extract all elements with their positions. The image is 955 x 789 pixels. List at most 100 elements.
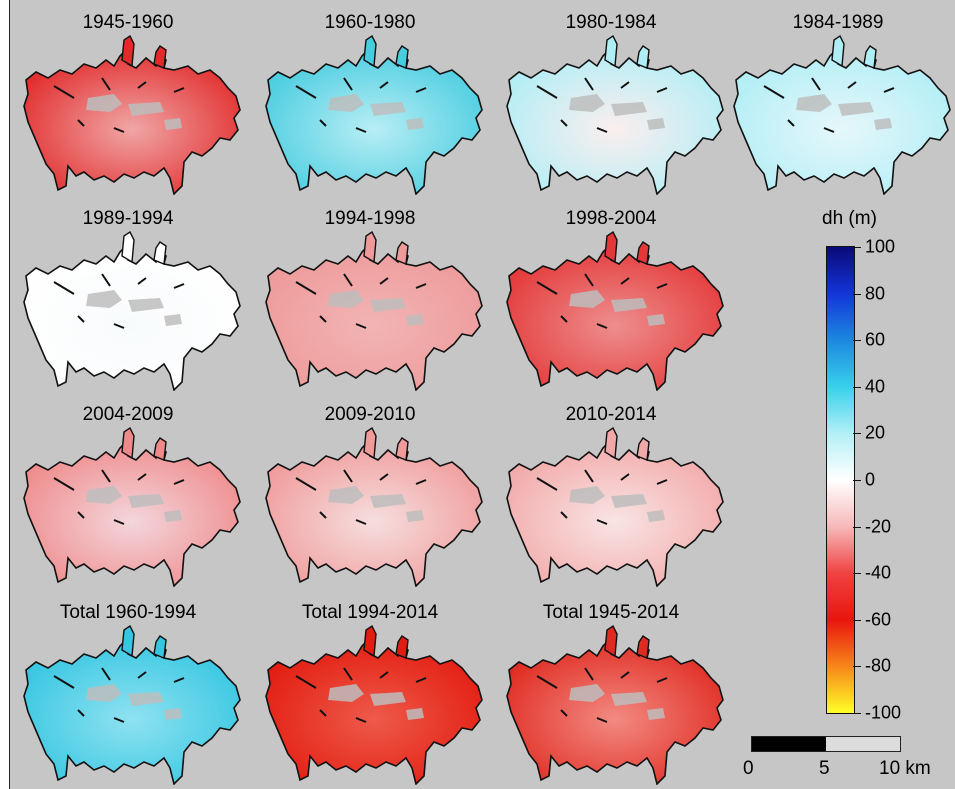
no-data-patch xyxy=(86,684,122,702)
colorbar-tick xyxy=(853,619,861,621)
panel-title: 1989-1994 xyxy=(82,208,174,229)
panel-title: 1994-1998 xyxy=(324,208,416,229)
no-data-patch xyxy=(86,486,122,504)
panel-title: 1998-2004 xyxy=(565,208,657,229)
nunatak-outline xyxy=(113,519,125,525)
nunatak-outline xyxy=(355,323,367,329)
glacier-tongue xyxy=(395,635,409,659)
glacier-map xyxy=(265,624,483,785)
glacier-body xyxy=(23,440,241,587)
colorbar-tick-label: 60 xyxy=(865,329,886,350)
nunatak-outline xyxy=(137,277,147,285)
panel-title: 2010-2014 xyxy=(565,404,657,425)
glacier-tongue xyxy=(604,34,618,68)
glacier-map xyxy=(506,230,724,391)
nunatak-outline xyxy=(596,127,608,133)
no-data-patch xyxy=(128,692,164,706)
no-data-patch xyxy=(874,118,892,130)
no-data-patch xyxy=(128,494,164,508)
glacier-tongue xyxy=(604,230,618,264)
glacier-tongue xyxy=(831,34,845,68)
colorbar-tick-label: 20 xyxy=(865,422,886,443)
glacier-tongue xyxy=(153,45,167,69)
glacier-body xyxy=(265,244,483,391)
glacier-tongue xyxy=(395,45,409,69)
panel-title: Total 1994-2014 xyxy=(301,602,439,623)
colorbar-tick xyxy=(853,340,861,342)
scale-bar-black-segment xyxy=(752,737,826,751)
no-data-patch xyxy=(86,94,122,112)
nunatak-outline xyxy=(77,119,85,127)
glacier-body xyxy=(23,48,241,195)
colorbar-tick xyxy=(853,480,861,481)
nunatak-outline xyxy=(656,87,668,93)
no-data-patch xyxy=(164,708,182,720)
no-data-patch xyxy=(611,494,647,508)
nunatak-outline xyxy=(596,519,608,525)
no-data-patch xyxy=(796,94,832,112)
map-panel: 1984-1989 xyxy=(722,0,954,195)
nunatak-outline xyxy=(319,511,327,519)
nunatak-outline xyxy=(77,315,85,323)
colorbar-tick-label: 0 xyxy=(865,469,876,490)
colorbar-tick-label: 100 xyxy=(865,236,896,257)
glacier-map xyxy=(506,34,724,195)
glacier-tongue xyxy=(604,624,618,658)
nunatak-outline xyxy=(113,717,125,723)
glacier-tongue xyxy=(636,437,650,461)
colorbar-title: dh (m) xyxy=(822,208,877,229)
no-data-patch xyxy=(647,118,665,130)
glacier-tongue xyxy=(121,34,135,68)
map-panel: Total 1960-1994 xyxy=(12,590,244,785)
map-panel: 1998-2004 xyxy=(495,196,727,391)
no-data-patch xyxy=(370,298,406,312)
nunatak-outline xyxy=(295,281,317,295)
nunatak-outline xyxy=(53,675,75,689)
colorbar-tick xyxy=(853,293,861,295)
panel-title: Total 1945-2014 xyxy=(542,602,680,623)
glacier-body xyxy=(23,244,241,391)
map-panel: 2009-2010 xyxy=(254,392,486,587)
nunatak-outline xyxy=(355,127,367,133)
colorbar-tick-label: -80 xyxy=(865,655,892,676)
nunatak-outline xyxy=(763,85,785,99)
nunatak-outline xyxy=(319,119,327,127)
nunatak-outline xyxy=(415,283,427,289)
no-data-patch xyxy=(328,290,364,308)
no-data-patch xyxy=(370,102,406,116)
no-data-patch xyxy=(647,510,665,522)
scale-label-0: 0 xyxy=(743,758,754,779)
panel-title: 1980-1984 xyxy=(565,12,657,33)
colorbar xyxy=(826,246,855,714)
nunatak-outline xyxy=(620,671,630,679)
no-data-patch xyxy=(328,486,364,504)
nunatak-outline xyxy=(53,85,75,99)
nunatak-outline xyxy=(53,477,75,491)
nunatak-outline xyxy=(536,281,558,295)
nunatak-outline xyxy=(415,677,427,683)
no-data-patch xyxy=(611,692,647,706)
scale-bar-white-segment xyxy=(826,737,900,751)
nunatak-outline xyxy=(883,87,895,93)
no-data-patch xyxy=(647,314,665,326)
nunatak-outline xyxy=(343,77,353,91)
nunatak-outline xyxy=(101,667,111,681)
map-panel: Total 1945-2014 xyxy=(495,590,727,785)
nunatak-outline xyxy=(379,81,389,89)
glacier-map xyxy=(265,34,483,195)
nunatak-outline xyxy=(379,277,389,285)
map-panel: Total 1994-2014 xyxy=(254,590,486,785)
glacier-tongue xyxy=(153,635,167,659)
colorbar-tick xyxy=(853,713,861,714)
nunatak-outline xyxy=(560,315,568,323)
glacier-body xyxy=(265,48,483,195)
nunatak-outline xyxy=(847,81,857,89)
map-panel: 1960-1980 xyxy=(254,0,486,195)
nunatak-outline xyxy=(584,469,594,483)
scale-bar xyxy=(751,736,901,752)
no-data-patch xyxy=(569,486,605,504)
nunatak-outline xyxy=(584,77,594,91)
no-data-patch xyxy=(569,290,605,308)
nunatak-outline xyxy=(77,511,85,519)
glacier-tongue xyxy=(636,45,650,69)
